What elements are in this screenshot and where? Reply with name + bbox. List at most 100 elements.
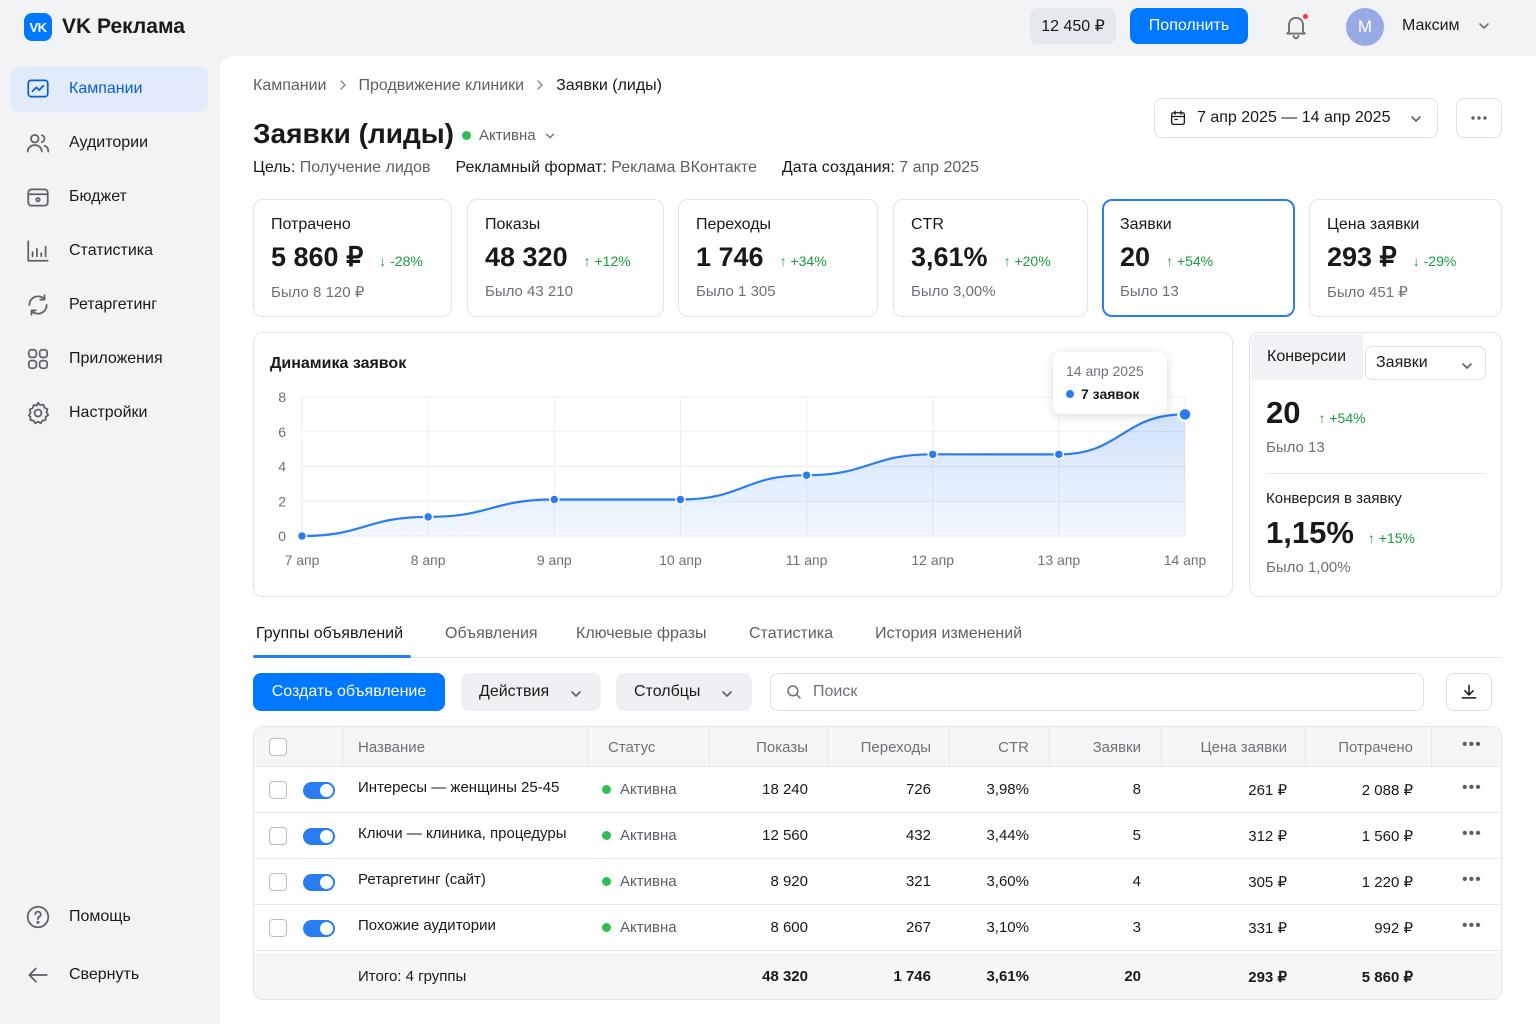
row-more-icon[interactable]: ••• [1462, 825, 1482, 842]
tab-conversions[interactable]: Конверсии [1251, 334, 1363, 380]
cell-clicks: 267 [905, 919, 931, 936]
col-clicks[interactable]: Переходы [860, 739, 931, 756]
table-row[interactable]: Ретаргетинг (сайт) Активна 8 920 321 3,6… [254, 859, 1501, 905]
cell-spent: 992 ₽ [1374, 920, 1413, 937]
kpi-card-ctr[interactable]: CTR 3,61% ↑ +20% Было 3,00% [893, 199, 1088, 317]
breadcrumb: Кампании Продвижение клиники Заявки (лид… [253, 77, 662, 95]
logo[interactable]: VK VK Реклама [24, 13, 185, 41]
col-status[interactable]: Статус [608, 739, 656, 756]
cell-name[interactable]: Ключи — клиника, процедуры [358, 825, 567, 842]
topup-button[interactable]: Пополнить [1130, 8, 1248, 44]
row-toggle[interactable] [303, 782, 335, 799]
row-toggle[interactable] [303, 874, 335, 891]
cell-status: Активна [602, 919, 677, 936]
cell-status: Активна [602, 873, 677, 890]
avatar[interactable]: М [1346, 8, 1384, 46]
row-toggle[interactable] [303, 920, 335, 937]
row-more-icon[interactable]: ••• [1462, 779, 1482, 796]
kpi-label: Показы [485, 216, 541, 233]
page-title: Заявки (лиды) [253, 118, 455, 149]
col-leads[interactable]: Заявки [1092, 739, 1141, 756]
sidebar-item-statistics[interactable]: Статистика [10, 228, 208, 274]
row-more-icon[interactable]: ••• [1462, 917, 1482, 934]
kpi-delta: ↑ +12% [583, 253, 631, 269]
y-tick-label: 6 [278, 424, 286, 440]
col-spent[interactable]: Потрачено [1338, 739, 1413, 756]
table-row[interactable]: Похожие аудитории Активна 8 600 267 3,10… [254, 905, 1501, 951]
campaign-status-dropdown[interactable]: Активна [462, 127, 556, 144]
table-row[interactable]: Интересы — женщины 25-45 Активна 18 240 … [254, 767, 1501, 813]
y-tick-label: 2 [278, 493, 286, 509]
row-checkbox[interactable] [269, 781, 287, 799]
data-point [927, 449, 938, 460]
sidebar-item-campaigns[interactable]: Кампании [10, 66, 208, 112]
row-toggle[interactable] [303, 828, 335, 845]
row-checkbox[interactable] [269, 827, 287, 845]
cell-leads: 4 [1132, 873, 1141, 890]
select-all-checkbox[interactable] [269, 738, 287, 756]
kpi-label: Потрачено [271, 216, 351, 233]
tab-history[interactable]: История изменений [875, 625, 1023, 642]
cell-leads: 5 [1132, 827, 1141, 844]
balance-badge[interactable]: 12 450 ₽ [1030, 8, 1116, 44]
breadcrumb-item[interactable]: Продвижение клиники [358, 77, 525, 94]
columns-dropdown[interactable]: Столбцы [616, 673, 752, 711]
tab-ads[interactable]: Объявления [445, 625, 538, 642]
tab-keywords[interactable]: Ключевые фразы [576, 625, 707, 642]
select-value: Заявки [1376, 354, 1428, 371]
meta-format: Рекламный формат: Реклама ВКонтакте [455, 159, 757, 176]
sidebar-item-label: Ретаргетинг [69, 296, 158, 313]
sidebar-item-audiences[interactable]: Аудитории [10, 120, 208, 166]
chevron-down-icon[interactable] [1477, 19, 1491, 37]
date-range-picker[interactable]: 7 апр 2025 — 14 апр 2025 [1154, 98, 1438, 138]
sidebar-item-budget[interactable]: Бюджет [10, 174, 208, 220]
kpi-card-clicks[interactable]: Переходы 1 746 ↑ +34% Было 1 305 [678, 199, 878, 317]
search-input[interactable] [813, 683, 1373, 701]
more-options-button[interactable] [1456, 98, 1502, 138]
cell-ctr: 3,44% [986, 827, 1029, 844]
breadcrumb-item[interactable]: Кампании [253, 77, 327, 94]
kpi-card-cost-per-lead[interactable]: Цена заявки 293 ₽ ↓ -29% Было 451 ₽ [1309, 199, 1502, 317]
kpi-card-spent[interactable]: Потрачено 5 860 ₽ ↓ -28% Было 8 120 ₽ [253, 199, 452, 317]
conversion-rate-previous: Было 1,00% [1266, 559, 1351, 576]
sidebar-item-apps[interactable]: Приложения [10, 336, 208, 382]
cell-name[interactable]: Похожие аудитории [358, 917, 496, 934]
leads-chart[interactable]: 0 2 4 6 8 7 апр 8 апр 9 апр 10 апр 11 апр 12 апр 13… [254, 333, 1232, 596]
sidebar-item-settings[interactable]: Настройки [10, 390, 208, 436]
notifications-bell-icon[interactable] [1282, 12, 1310, 40]
row-checkbox[interactable] [269, 873, 287, 891]
sidebar-item-retargeting[interactable]: Ретаргетинг [10, 282, 208, 328]
row-more-icon[interactable]: ••• [1462, 871, 1482, 888]
tab-statistics[interactable]: Статистика [749, 625, 834, 642]
tab-ad-groups[interactable]: Группы объявлений [256, 625, 404, 642]
campaign-meta: Цель: Получение лидов Рекламный формат: … [253, 159, 979, 177]
sidebar-item-label: Бюджет [69, 188, 127, 205]
download-button[interactable] [1446, 673, 1492, 711]
cell-spent: 1 220 ₽ [1361, 874, 1413, 891]
sidebar-item-help[interactable]: Помощь [10, 894, 208, 940]
col-name[interactable]: Название [358, 739, 426, 756]
create-ad-button[interactable]: Создать объявление [253, 673, 445, 711]
col-ctr[interactable]: CTR [998, 739, 1029, 756]
data-point [801, 469, 812, 481]
cell-cost-per-lead: 261 ₽ [1248, 782, 1287, 799]
actions-dropdown[interactable]: Действия [461, 673, 601, 711]
col-impressions[interactable]: Показы [756, 739, 808, 756]
kpi-delta: ↑ +54% [1166, 253, 1214, 269]
table-row[interactable]: Ключи — клиника, процедуры Активна 12 56… [254, 813, 1501, 859]
cell-name[interactable]: Интересы — женщины 25-45 [358, 779, 560, 796]
total-ctr: 3,61% [986, 968, 1029, 985]
col-cost-per-lead[interactable]: Цена заявки [1200, 739, 1287, 756]
kpi-card-leads[interactable]: Заявки 20 ↑ +54% Было 13 [1102, 199, 1295, 317]
kpi-card-impressions[interactable]: Показы 48 320 ↑ +12% Было 43 210 [467, 199, 664, 317]
sidebar-item-label: Приложения [69, 350, 163, 367]
user-name[interactable]: Максим [1402, 17, 1460, 34]
cell-name[interactable]: Ретаргетинг (сайт) [358, 871, 486, 888]
row-checkbox[interactable] [269, 919, 287, 937]
data-point [1053, 449, 1065, 460]
total-clicks: 1 746 [893, 968, 931, 985]
conversion-type-select[interactable]: Заявки [1365, 346, 1486, 380]
cell-spent: 2 088 ₽ [1361, 782, 1413, 799]
table-settings-icon[interactable]: ••• [1462, 736, 1482, 753]
sidebar-collapse[interactable]: Свернуть [10, 952, 208, 998]
